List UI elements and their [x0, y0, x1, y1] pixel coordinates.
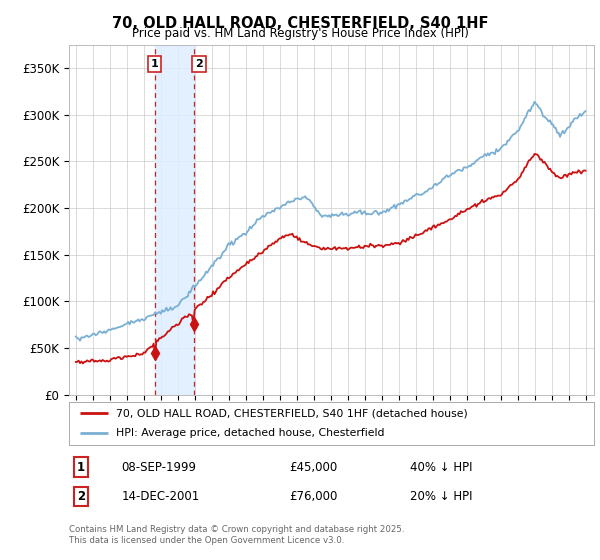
- Text: 70, OLD HALL ROAD, CHESTERFIELD, S40 1HF: 70, OLD HALL ROAD, CHESTERFIELD, S40 1HF: [112, 16, 488, 31]
- Text: HPI: Average price, detached house, Chesterfield: HPI: Average price, detached house, Ches…: [116, 428, 385, 438]
- Text: 1: 1: [77, 461, 85, 474]
- Text: 1: 1: [151, 59, 158, 69]
- Text: £76,000: £76,000: [290, 490, 338, 503]
- Text: 70, OLD HALL ROAD, CHESTERFIELD, S40 1HF (detached house): 70, OLD HALL ROAD, CHESTERFIELD, S40 1HF…: [116, 408, 468, 418]
- Text: 20% ↓ HPI: 20% ↓ HPI: [410, 490, 473, 503]
- Text: 2: 2: [77, 490, 85, 503]
- Text: 14-DEC-2001: 14-DEC-2001: [121, 490, 200, 503]
- Text: £45,000: £45,000: [290, 461, 338, 474]
- Bar: [155, 45, 194, 395]
- Text: 08-SEP-1999: 08-SEP-1999: [121, 461, 197, 474]
- Text: Contains HM Land Registry data © Crown copyright and database right 2025.
This d: Contains HM Land Registry data © Crown c…: [69, 525, 404, 545]
- Text: 40% ↓ HPI: 40% ↓ HPI: [410, 461, 473, 474]
- Text: Price paid vs. HM Land Registry's House Price Index (HPI): Price paid vs. HM Land Registry's House …: [131, 27, 469, 40]
- Text: 2: 2: [195, 59, 203, 69]
